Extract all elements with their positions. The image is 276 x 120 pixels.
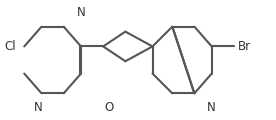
Text: Br: Br bbox=[238, 40, 251, 53]
Text: O: O bbox=[104, 101, 114, 114]
Text: N: N bbox=[207, 101, 216, 114]
Text: N: N bbox=[33, 101, 42, 114]
Text: Cl: Cl bbox=[4, 40, 16, 53]
Text: N: N bbox=[77, 6, 85, 19]
